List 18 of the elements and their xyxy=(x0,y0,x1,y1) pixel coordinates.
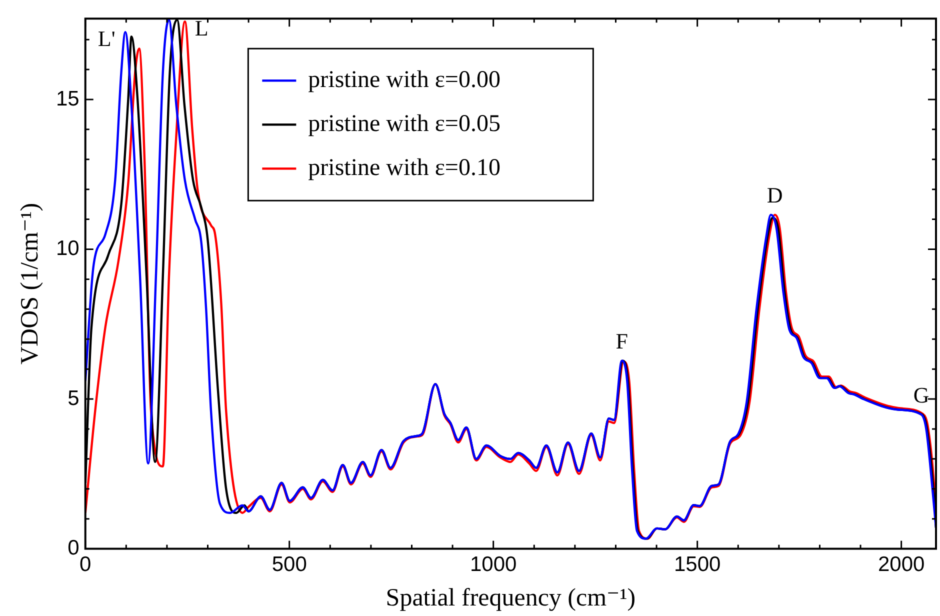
x-axis-title: Spatial frequency (cm⁻¹) xyxy=(386,584,636,612)
annotation: F xyxy=(616,328,628,354)
annotation: D xyxy=(766,182,783,208)
x-tick-label: 2000 xyxy=(878,553,925,576)
annotation: G xyxy=(913,382,930,408)
y-tick-label: 10 xyxy=(56,237,80,260)
legend-label: pristine with ε=0.10 xyxy=(308,154,500,181)
y-axis-title: VDOS (1/cm⁻¹) xyxy=(16,202,44,365)
legend-label: pristine with ε=0.00 xyxy=(308,66,500,93)
x-tick-label: 500 xyxy=(272,553,307,576)
y-tick-label: 15 xyxy=(56,87,80,110)
annotation: L' xyxy=(98,26,116,51)
y-tick-label: 5 xyxy=(68,386,80,410)
annotation: L xyxy=(194,15,208,40)
legend-label: pristine with ε=0.05 xyxy=(308,110,500,137)
x-tick-label: 1000 xyxy=(470,553,517,576)
y-tick-label: 0 xyxy=(68,536,80,560)
x-tick-label: 1500 xyxy=(674,553,721,576)
